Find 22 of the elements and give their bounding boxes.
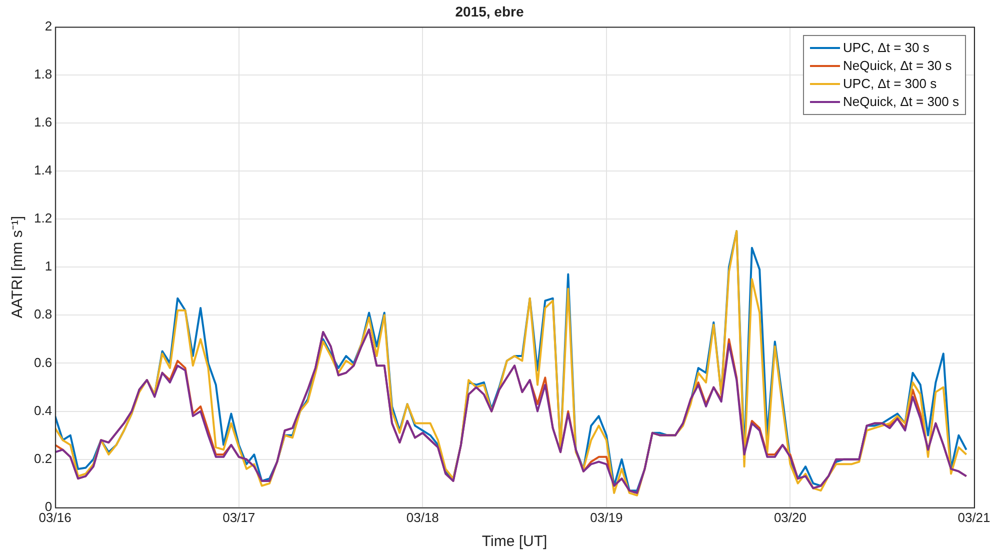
x-tick-label: 03/19 (590, 510, 623, 525)
y-axis-title: AATRI [mm s⁻¹] (9, 216, 26, 318)
y-tick-label: 0.8 (34, 306, 52, 322)
x-axis-title: Time [UT] (482, 533, 548, 550)
y-tick-label: 1.6 (34, 114, 52, 130)
y-tick-label: 0.6 (34, 354, 52, 370)
legend-label: NeQuick, Δt = 300 s (843, 94, 959, 110)
y-tick-label: 0.4 (34, 402, 52, 418)
legend-label: NeQuick, Δt = 30 s (843, 58, 952, 74)
y-tick-label: 1.8 (34, 66, 52, 82)
chart-title: 2015, ebre (455, 3, 524, 20)
legend-label: UPC, Δt = 30 s (843, 40, 930, 56)
x-tick-label: 03/18 (406, 510, 439, 525)
y-tick-label: 0.2 (34, 450, 52, 466)
x-tick-label: 03/20 (774, 510, 806, 525)
y-tick-label: 1 (44, 258, 52, 274)
y-tick-label: 1.2 (34, 210, 52, 226)
y-tick-label: 2 (44, 18, 52, 34)
x-tick-label: 03/21 (958, 510, 990, 525)
legend-label: UPC, Δt = 300 s (843, 76, 937, 92)
y-tick-label: 1.4 (34, 162, 52, 178)
x-tick-label: 03/17 (222, 510, 256, 525)
